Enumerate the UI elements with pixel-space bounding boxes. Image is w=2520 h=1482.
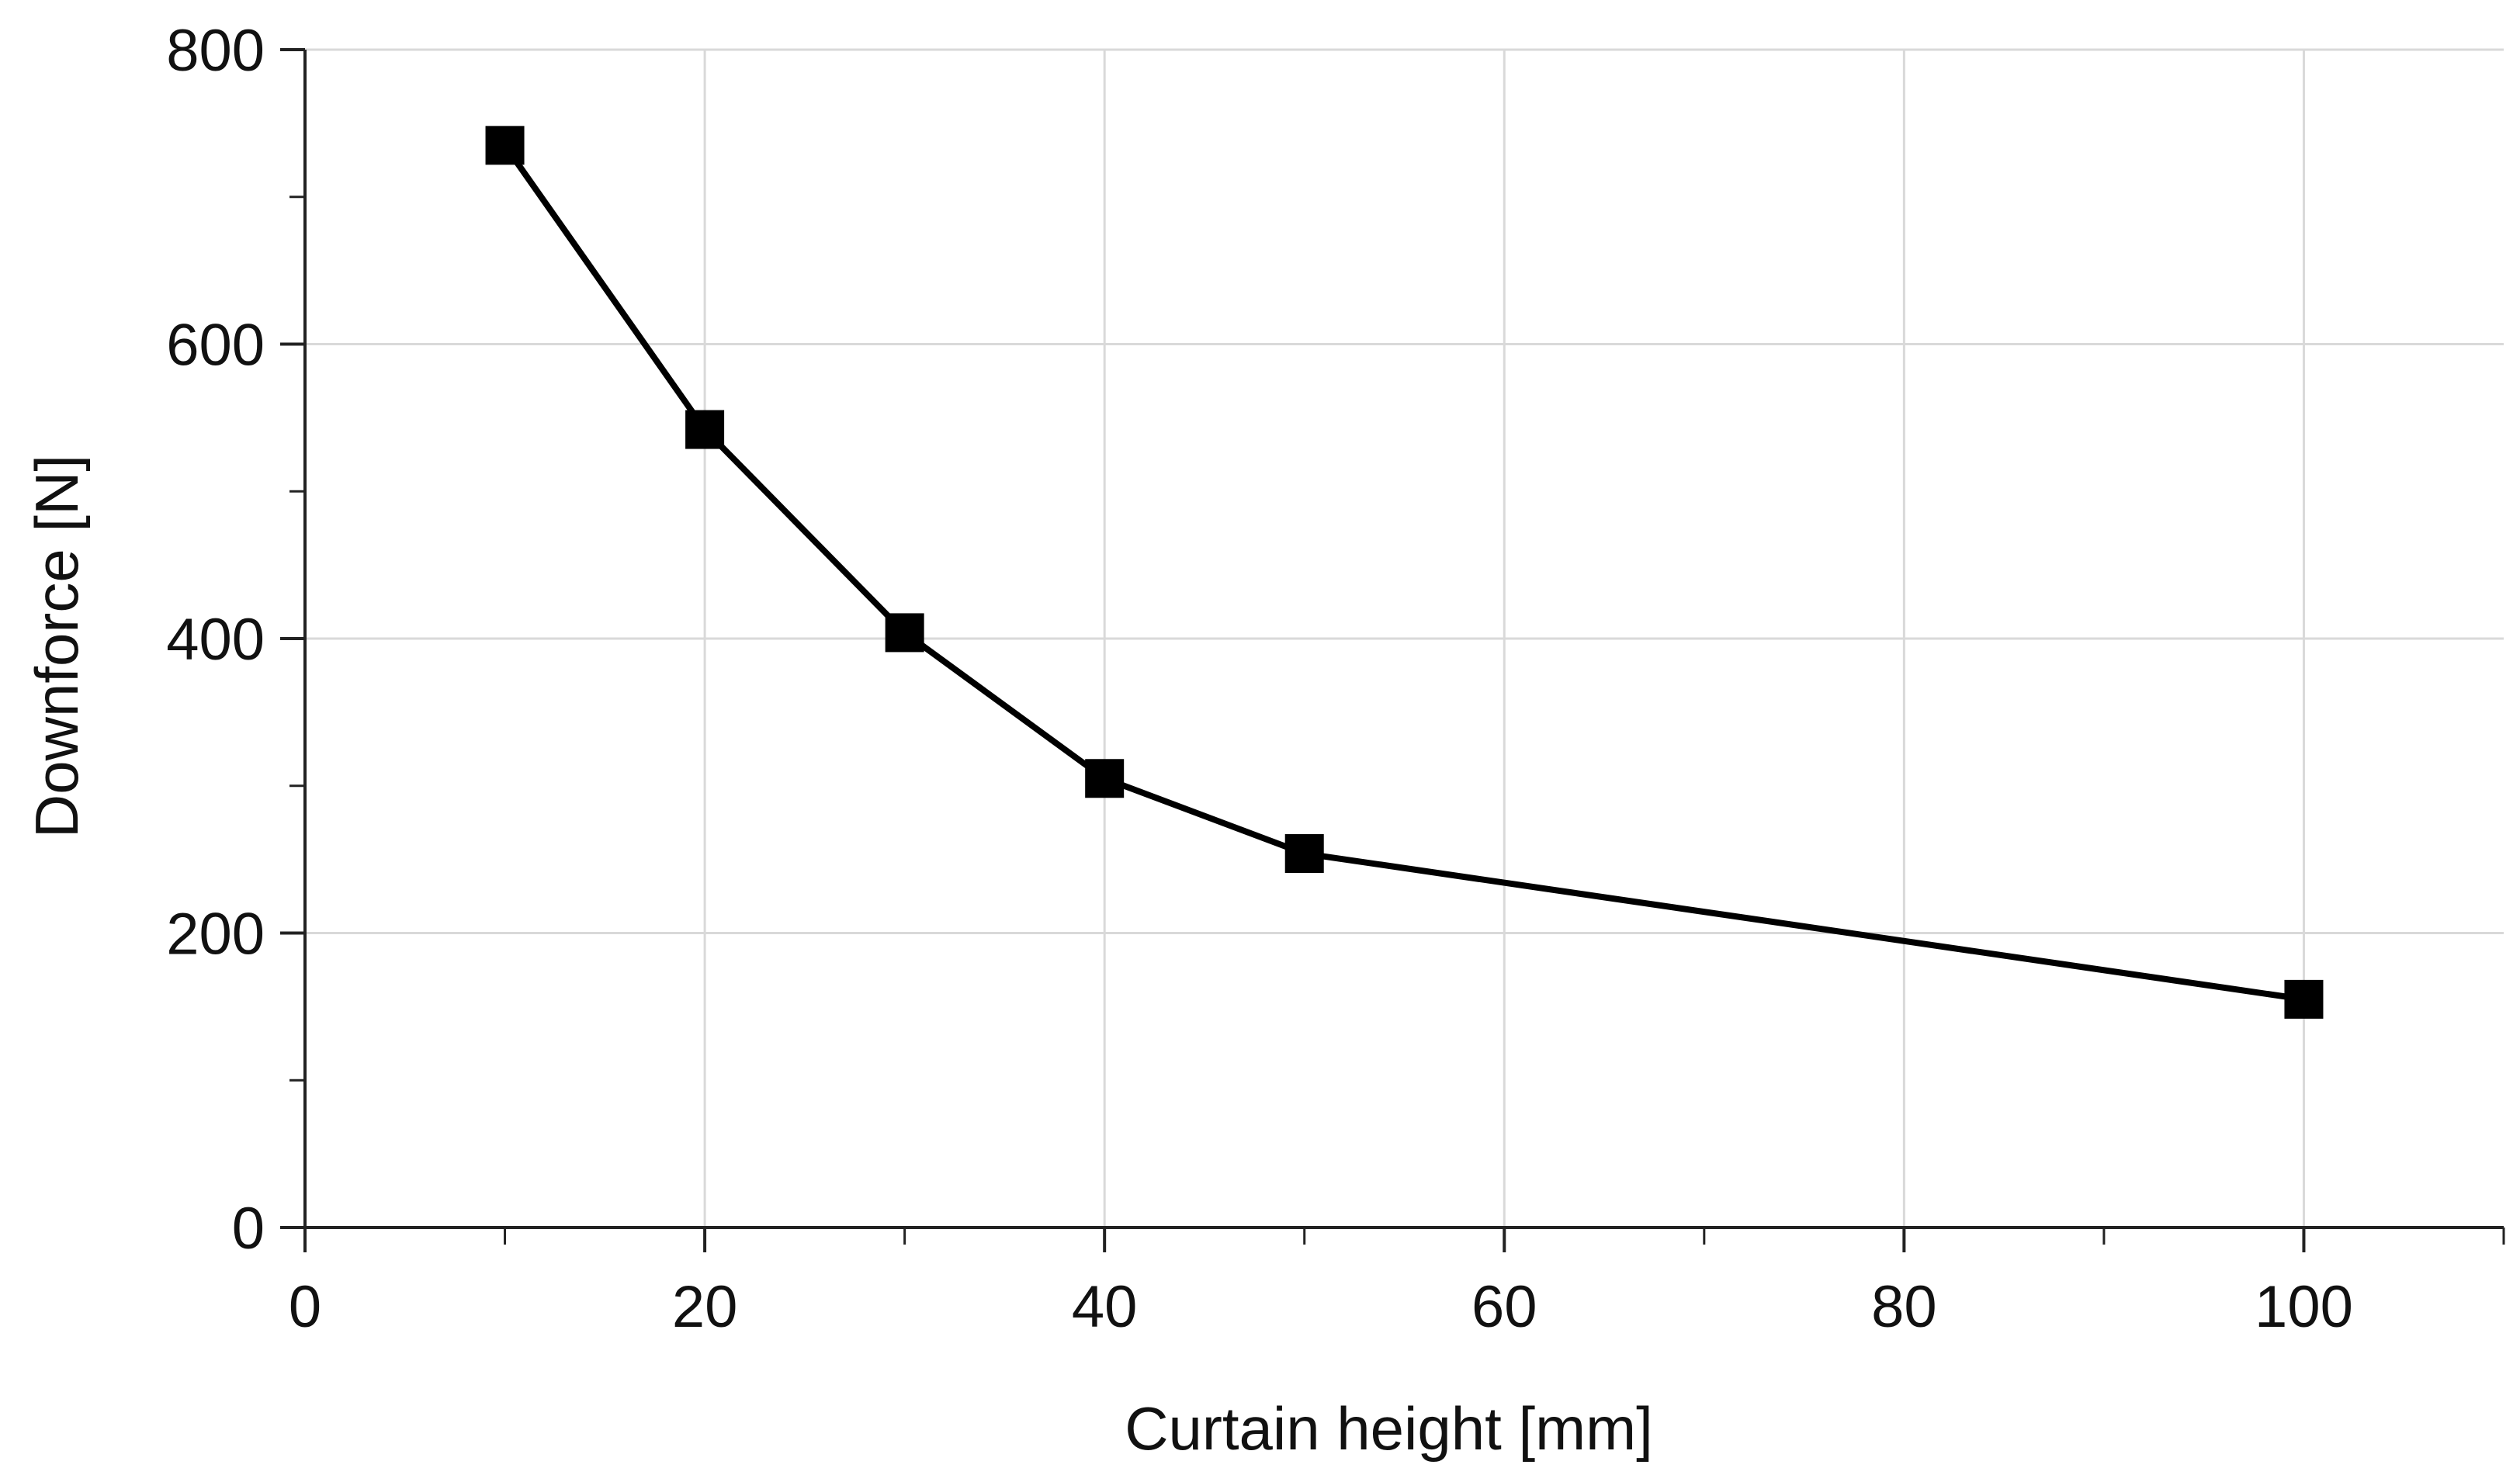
x-axis-title: Curtain height [mm] xyxy=(1125,1394,1653,1463)
x-tick-label: 0 xyxy=(289,1274,321,1340)
data-point-marker xyxy=(2284,979,2324,1019)
data-point-marker xyxy=(1284,834,1324,874)
x-tick-label: 80 xyxy=(1871,1274,1937,1340)
series-line xyxy=(502,144,2305,1002)
grid-lines xyxy=(305,48,2504,1227)
y-tick-label: 600 xyxy=(166,313,265,379)
y-tick-label: 0 xyxy=(232,1196,265,1262)
x-tick-label: 40 xyxy=(1072,1274,1138,1340)
data-point-marker xyxy=(485,126,525,165)
x-tick-label: 100 xyxy=(2255,1274,2353,1340)
data-point-marker xyxy=(1085,759,1125,798)
data-point-marker xyxy=(685,410,725,449)
data-series xyxy=(485,126,2324,1019)
axis-labels: Curtain height [mm] Downforce [N] 0 20 40 6… xyxy=(23,18,2353,1463)
y-tick-label: 400 xyxy=(166,607,265,673)
y-tick-label: 200 xyxy=(166,902,265,968)
y-tick-label: 800 xyxy=(166,18,265,84)
x-tick-label: 60 xyxy=(1471,1274,1537,1340)
data-point-marker xyxy=(885,613,924,653)
y-axis-title: Downforce [N] xyxy=(23,455,91,838)
x-tick-label: 20 xyxy=(672,1274,738,1340)
axis-ticks xyxy=(280,48,2505,1252)
